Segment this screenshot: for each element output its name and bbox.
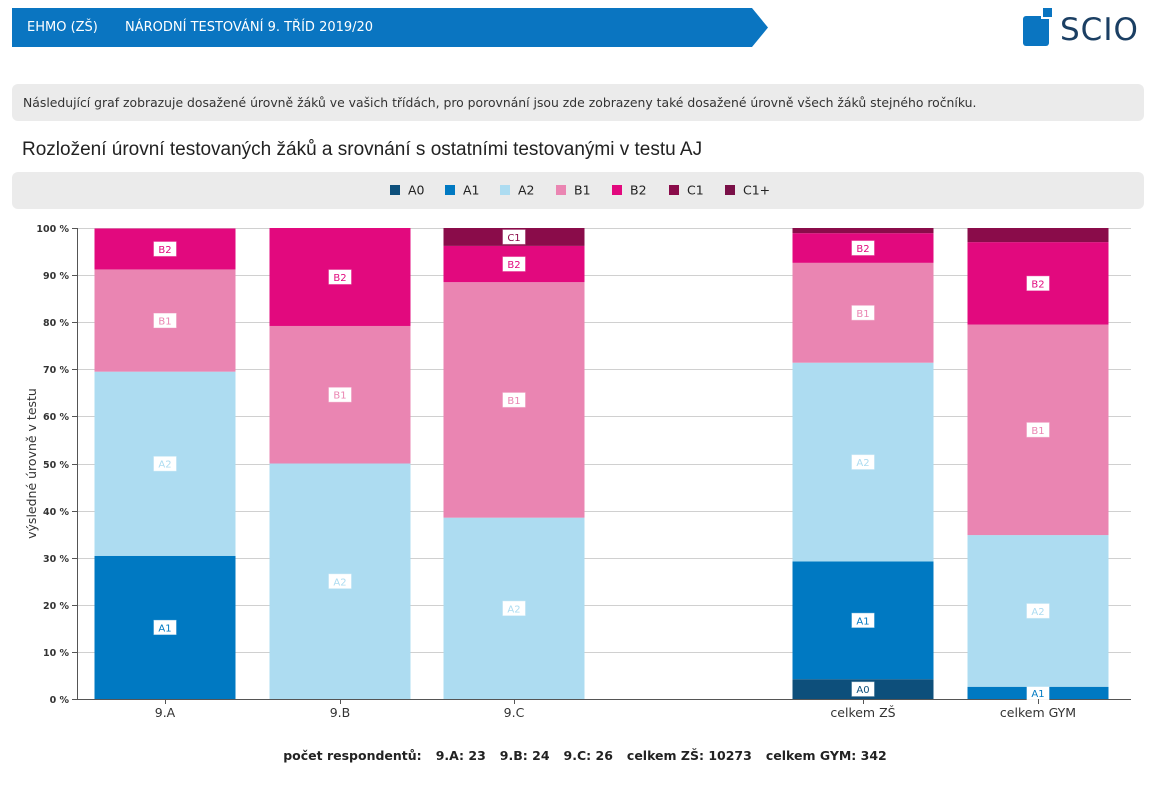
data-label-box [153,241,177,257]
legend-swatch [390,185,400,195]
count-9b: 9.B: 24 [499,748,550,763]
count-gym: celkem GYM: 342 [765,748,887,763]
legend-label: B2 [630,183,647,198]
data-label-box [1026,603,1050,619]
legend-label: A0 [408,183,425,198]
chart-title: Rozložení úrovní testovaných žáků a srov… [22,139,703,160]
bar-segment-c1 [792,228,934,234]
data-label-box [328,269,352,285]
y-tick-label: 80 % [43,318,70,329]
respondent-counts: počet respondentů: 9.A: 23 9.B: 24 9.C: 26 c… [0,748,1170,763]
info-box: Následující graf zobrazuje dosažené úrov… [12,84,1144,121]
data-label: A2 [1031,607,1044,618]
data-label: A0 [856,685,869,696]
data-label: B2 [507,260,520,271]
legend-label: B1 [574,183,591,198]
x-tick-label: 9.A [155,705,176,720]
data-label: B2 [158,245,171,256]
bar-segment-c1 [967,228,1109,243]
data-label-box [153,456,177,472]
data-label: A2 [333,577,346,588]
legend-swatch [725,185,735,195]
y-axis-title: výsledné úrovně v testu [24,388,39,539]
respondents-label: počet respondentů: [283,748,422,763]
count-9c: 9.C: 26 [563,748,613,763]
data-label-box [851,305,875,321]
data-label: B1 [856,309,869,320]
legend-swatch [669,185,679,195]
x-tick-label: 9.C [504,705,525,720]
data-label: A2 [856,458,869,469]
data-label-box [328,387,352,403]
data-label: B2 [1031,279,1044,290]
data-label: B1 [158,317,171,328]
data-label: C1 [507,233,520,244]
data-label: A2 [158,460,171,471]
data-label: A1 [1031,689,1044,700]
data-label-box [851,612,875,628]
data-label: B1 [1031,426,1044,437]
x-tick-label: celkem GYM [1000,705,1076,720]
data-label-box [851,681,875,697]
count-9a: 9.A: 23 [435,748,486,763]
data-label-box [502,392,526,408]
header-bar-shape [12,8,768,47]
y-tick-label: 100 % [36,224,69,235]
legend-box [12,172,1144,209]
data-label: B1 [507,396,520,407]
legend-swatch [445,185,455,195]
legend-label: C1 [687,183,704,198]
data-label: B2 [856,244,869,255]
logo-text: SCIO [1060,12,1139,48]
count-zs: celkem ZŠ: 10273 [626,748,752,763]
scio-logo [1023,8,1052,46]
legend-swatch [500,185,510,195]
legend-swatch [612,185,622,195]
data-label-box [328,573,352,589]
y-tick-label: 20 % [43,601,70,612]
legend-label: A1 [463,183,480,198]
data-label-box [1026,422,1050,438]
y-tick-label: 70 % [43,365,70,376]
data-label-box [851,454,875,470]
school-name: EHMO (ZŠ) [27,20,98,35]
y-tick-label: 90 % [43,271,70,282]
data-label: B1 [333,391,346,402]
y-tick-label: 30 % [43,554,70,565]
y-tick-label: 10 % [43,648,70,659]
data-label-box [851,240,875,256]
data-label: B2 [333,273,346,284]
data-label-box [1026,275,1050,291]
y-tick-label: 0 % [50,695,70,706]
y-tick-label: 50 % [43,460,70,471]
y-tick-label: 40 % [43,507,70,518]
data-label: A1 [158,623,171,634]
data-label-box [502,600,526,616]
data-label-box [502,256,526,272]
info-text: Následující graf zobrazuje dosažené úrov… [23,95,977,110]
x-tick-label: 9.B [330,705,351,720]
data-label-box [502,229,526,245]
stacked-bar-chart: 0 % 10 % 20 % 30 % 40 % 50 % 60 % 70 % 80 % 90 % 1… [24,183,1131,720]
legend-label: C1+ [743,183,770,198]
legend-swatch [556,185,566,195]
header-bar: EHMO (ZŠ) NÁRODNÍ TESTOVÁNÍ 9. TŘÍD 2019… [12,8,768,47]
x-tick-label: celkem ZŠ [830,705,895,720]
data-label-box [153,313,177,329]
data-label: A1 [856,616,869,627]
data-label-box [153,619,177,635]
legend-label: A2 [518,183,535,198]
data-label: A2 [507,604,520,615]
y-tick-label: 60 % [43,412,70,423]
test-name: NÁRODNÍ TESTOVÁNÍ 9. TŘÍD 2019/20 [125,20,374,35]
